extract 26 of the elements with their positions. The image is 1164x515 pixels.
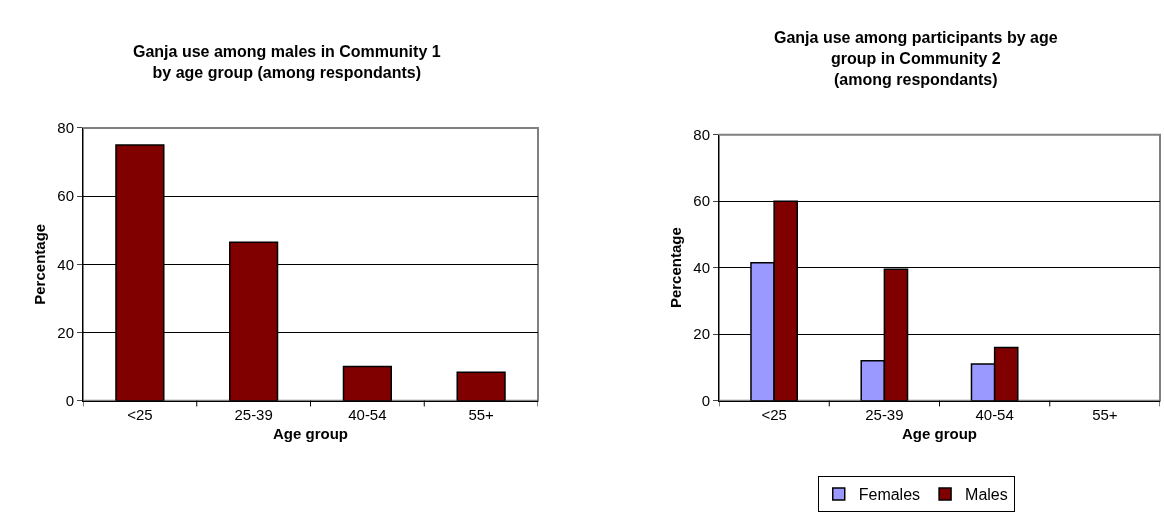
y-tick-label: 20 xyxy=(693,325,710,343)
y-tick-label: 20 xyxy=(57,323,74,341)
x-tick-label: 40-54 xyxy=(975,405,1014,423)
x-tick-label: 40-54 xyxy=(348,405,387,423)
x-tick-label: 55+ xyxy=(468,405,495,423)
y-tick-label: 0 xyxy=(701,391,710,409)
x-axis-title: Age group xyxy=(273,424,348,442)
x-tick-label: <25 xyxy=(761,405,787,423)
x-tick-label: 25-39 xyxy=(234,405,273,423)
y-axis-title: Percentage xyxy=(30,223,48,305)
legend-label: Males xyxy=(965,486,1008,504)
x-tick-label: 55+ xyxy=(1092,405,1118,423)
y-tick-label: 40 xyxy=(57,255,74,273)
x-tick-label: 25-39 xyxy=(865,405,904,423)
x-axis-title: Age group xyxy=(902,424,977,442)
x-tick-label: <25 xyxy=(127,405,153,423)
chart-title: Ganja use among males in Community 1 by age group (among respondants) xyxy=(133,43,441,81)
y-tick-label: 60 xyxy=(693,192,710,210)
y-tick-label: 0 xyxy=(65,391,74,409)
y-tick-label: 60 xyxy=(57,187,74,205)
chart-title: Ganja use among participants by age group in Community 2 (among respondants) xyxy=(774,29,1058,88)
y-tick-label: 40 xyxy=(693,258,710,276)
y-tick-label: 80 xyxy=(693,125,710,143)
y-axis-title: Percentage xyxy=(666,227,684,309)
legend-label: Females xyxy=(858,486,921,504)
y-tick-label: 80 xyxy=(57,119,74,137)
